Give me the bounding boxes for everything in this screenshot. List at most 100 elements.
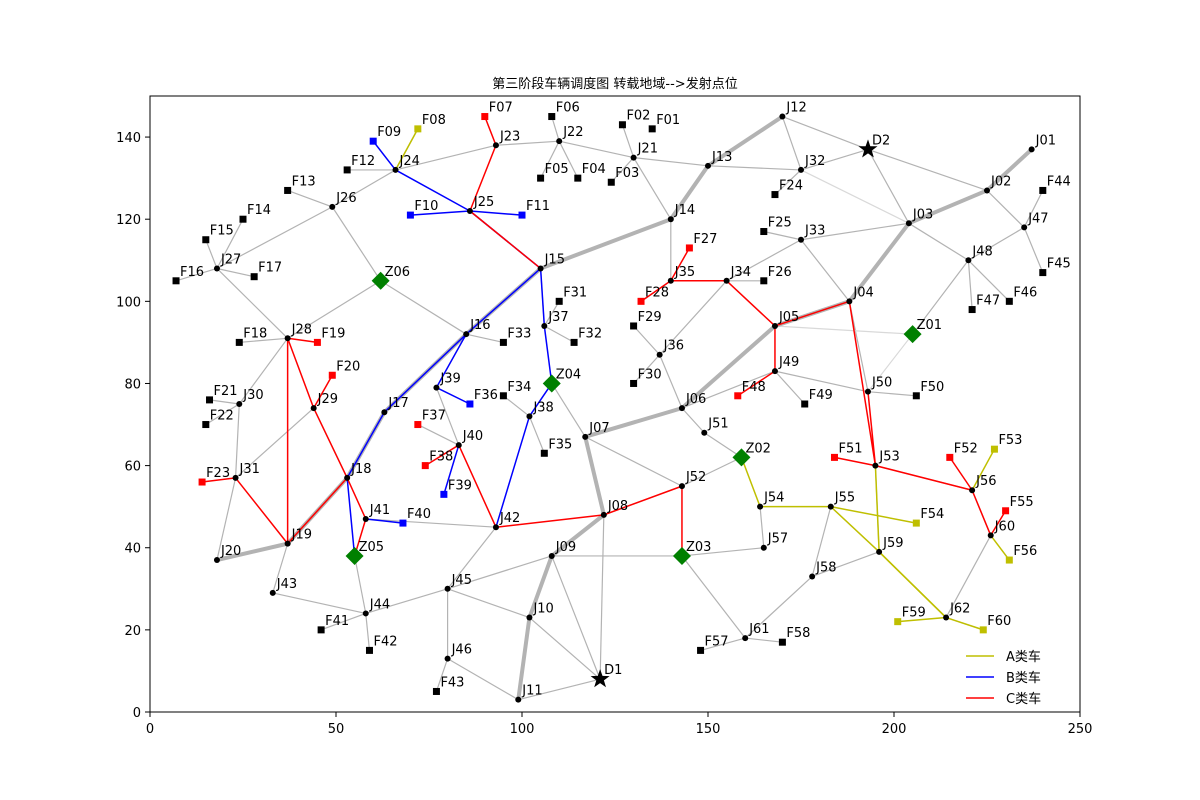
legend-b-label: B类车 bbox=[1006, 670, 1041, 686]
node-d2-label: D2 bbox=[872, 133, 890, 148]
node-f58-label: F58 bbox=[786, 626, 810, 641]
road-edge bbox=[365, 588, 449, 615]
node-z05-label: Z05 bbox=[359, 540, 384, 555]
launch-f28-marker bbox=[637, 297, 645, 305]
launch-f09-marker bbox=[369, 137, 377, 145]
main-road-edge bbox=[583, 406, 684, 439]
node-j08-label: J08 bbox=[607, 499, 628, 514]
launch-f57-marker bbox=[697, 646, 705, 654]
road-edge bbox=[394, 144, 497, 171]
node-f27-label: F27 bbox=[693, 232, 717, 247]
road-edge bbox=[967, 226, 1025, 261]
launch-f32-marker bbox=[570, 338, 578, 346]
road-edge bbox=[216, 477, 237, 561]
road-edge bbox=[517, 678, 601, 701]
node-f48-label: F48 bbox=[742, 380, 766, 395]
launch-f53-marker bbox=[990, 445, 998, 453]
legend-c-label: C类车 bbox=[1006, 691, 1041, 707]
node-j58-label: J58 bbox=[815, 560, 836, 575]
road-edge bbox=[365, 612, 371, 652]
node-f60-label: F60 bbox=[987, 614, 1011, 629]
legend: A类车 B类车 C类车 bbox=[966, 649, 1041, 707]
junction-j36-marker bbox=[656, 351, 663, 358]
node-j39-label: J39 bbox=[439, 372, 460, 387]
x-tick-label: 150 bbox=[696, 722, 721, 737]
node-j45-label: J45 bbox=[451, 573, 472, 588]
route-c-line bbox=[949, 456, 973, 491]
node-j48-label: J48 bbox=[971, 244, 992, 259]
node-j27-label: J27 bbox=[220, 252, 241, 267]
node-f04-label: F04 bbox=[582, 162, 606, 177]
launch-f04-marker bbox=[574, 174, 582, 182]
route-b-line bbox=[443, 444, 460, 495]
node-j47-label: J47 bbox=[1027, 211, 1048, 226]
road-edge bbox=[967, 259, 1010, 302]
road-edge bbox=[558, 140, 579, 179]
junction-j52-marker bbox=[678, 483, 685, 490]
node-f15-label: F15 bbox=[210, 224, 234, 239]
node-j35-label: J35 bbox=[674, 265, 695, 280]
node-f51-label: F51 bbox=[838, 441, 862, 456]
launch-f47-marker bbox=[968, 306, 976, 314]
y-tick-label: 120 bbox=[116, 213, 141, 228]
road-edge bbox=[205, 403, 240, 426]
road-edge bbox=[744, 575, 813, 639]
launch-f43-marker bbox=[432, 687, 440, 695]
road-edge bbox=[365, 518, 497, 528]
route-layer bbox=[201, 116, 1010, 631]
junction-j01-marker bbox=[1028, 146, 1035, 153]
node-j04-label: J04 bbox=[852, 285, 873, 300]
junction-j25-marker bbox=[466, 207, 473, 214]
route-c-line bbox=[201, 477, 348, 545]
road-edge-light bbox=[774, 325, 914, 335]
junction-j06-marker bbox=[678, 405, 685, 412]
node-f07-label: F07 bbox=[489, 101, 513, 116]
road-edge bbox=[1023, 226, 1044, 274]
road-edge bbox=[287, 189, 333, 208]
launch-f41-marker bbox=[317, 626, 325, 634]
road-edge bbox=[610, 157, 635, 183]
transfer-z03-marker bbox=[672, 546, 691, 565]
junction-j41-marker bbox=[362, 515, 369, 522]
node-j03-label: J03 bbox=[912, 207, 933, 222]
transfer-z06-marker bbox=[371, 271, 390, 290]
x-tick-label: 50 bbox=[328, 722, 345, 737]
x-tick-label: 100 bbox=[510, 722, 535, 737]
node-f32-label: F32 bbox=[578, 326, 602, 341]
node-f39-label: F39 bbox=[448, 478, 472, 493]
junction-j13-marker bbox=[705, 162, 711, 169]
road-edge bbox=[205, 239, 218, 270]
road-edge bbox=[681, 456, 743, 487]
node-f14-label: F14 bbox=[247, 203, 271, 218]
node-f16-label: F16 bbox=[180, 265, 204, 280]
road-edge bbox=[911, 259, 970, 335]
main-road-edge bbox=[214, 541, 290, 563]
junction-j02-marker bbox=[984, 187, 990, 194]
junction-j44-marker bbox=[362, 610, 369, 617]
launch-f19-marker bbox=[313, 338, 321, 346]
node-j26-label: J26 bbox=[335, 191, 356, 206]
launch-f07-marker bbox=[481, 113, 489, 121]
node-j33-label: J33 bbox=[804, 224, 825, 239]
y-tick-label: 0 bbox=[133, 706, 141, 721]
node-j53-label: J53 bbox=[878, 450, 899, 465]
x-tick-label: 250 bbox=[1068, 722, 1093, 737]
node-j37-label: J37 bbox=[547, 310, 568, 325]
junction-j16-marker bbox=[463, 331, 470, 338]
launch-f52-marker bbox=[946, 453, 954, 461]
main-road-edge bbox=[549, 512, 606, 558]
junction-j05-marker bbox=[771, 322, 778, 329]
road-edge bbox=[447, 555, 553, 590]
node-f42-label: F42 bbox=[373, 634, 397, 649]
launch-f06-marker bbox=[548, 113, 556, 121]
road-edge bbox=[621, 124, 635, 159]
route-a-line bbox=[830, 505, 917, 524]
main-road-edge bbox=[527, 553, 554, 620]
road-edge bbox=[800, 239, 850, 302]
launch-f29-marker bbox=[630, 322, 638, 330]
road-edge bbox=[867, 148, 910, 224]
node-f12-label: F12 bbox=[351, 154, 375, 169]
junction-j51-marker bbox=[701, 429, 708, 436]
junction-j39-marker bbox=[433, 384, 440, 391]
node-f22-label: F22 bbox=[210, 409, 234, 424]
